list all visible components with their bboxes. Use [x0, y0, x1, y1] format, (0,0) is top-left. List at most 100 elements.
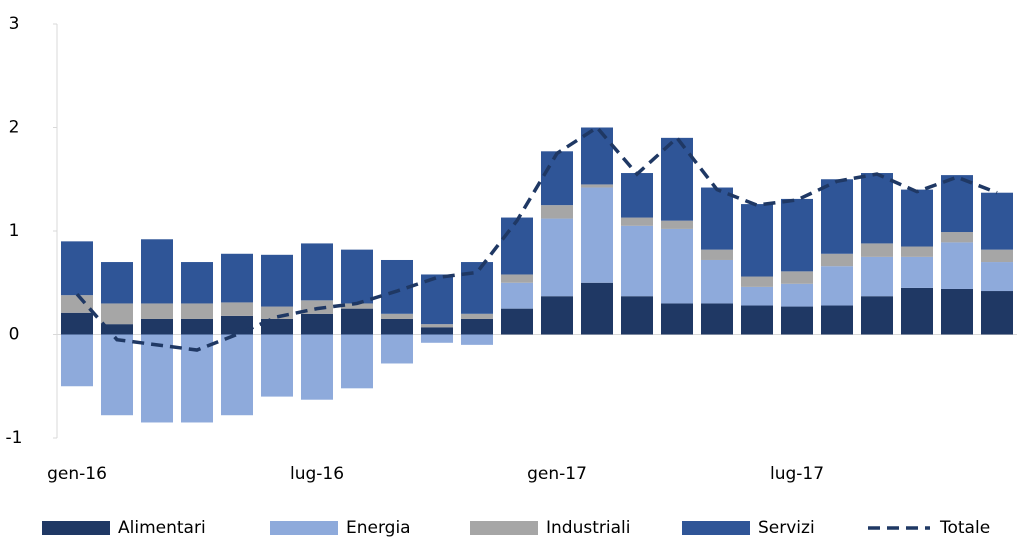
bar-segment [581, 184, 613, 188]
bar-segment [101, 324, 133, 335]
bar-segment [141, 303, 173, 319]
legend-swatch [682, 521, 750, 535]
x-tick-label: lug-17 [770, 464, 824, 484]
bar-segment [581, 127, 613, 185]
bar-segment [221, 334, 253, 416]
bar-segment [541, 205, 573, 219]
x-tick-label: gen-16 [47, 464, 107, 484]
legend-label: Totale [939, 518, 990, 538]
bar-segment [741, 204, 773, 277]
bar-segment [381, 318, 413, 335]
bar-segment [61, 334, 93, 387]
bar-segment [61, 295, 93, 313]
bar-segment [781, 198, 813, 272]
bar-segment [181, 318, 213, 335]
y-tick-label: 2 [9, 118, 20, 138]
bar-segment [501, 308, 533, 335]
bar-segment [741, 305, 773, 335]
legend-label: Industriali [546, 518, 630, 538]
bar-segment [541, 296, 573, 335]
bar-segment [461, 262, 493, 314]
bar-segment [501, 274, 533, 283]
bar-segment [821, 305, 853, 335]
bar-segment [621, 225, 653, 297]
bar-segment [861, 256, 893, 297]
bar-segment [341, 334, 373, 389]
bar-segment [581, 282, 613, 335]
bar-segment [701, 249, 733, 260]
bar-segment [941, 242, 973, 289]
line [75, 125, 998, 352]
bar-segment [741, 286, 773, 306]
legend-swatch [270, 521, 338, 535]
bar-segment [221, 302, 253, 316]
bar-segment [701, 259, 733, 304]
bar-segment [901, 246, 933, 257]
bar-segment [101, 334, 133, 416]
bar-segment [341, 308, 373, 335]
bar-segment [301, 313, 333, 335]
bar-segment [661, 220, 693, 229]
bar-segment [261, 318, 293, 335]
bar-segment [741, 276, 773, 287]
bar-segment [861, 296, 893, 335]
y-tick-label: 1 [9, 221, 20, 241]
bar-segment [781, 271, 813, 284]
bar-segment [941, 232, 973, 243]
bar-segment [621, 217, 653, 226]
bar-segment [941, 288, 973, 335]
bar-segment [661, 137, 693, 221]
bar-segment [821, 266, 853, 306]
bar-segment [221, 253, 253, 303]
bar-segment [421, 334, 453, 343]
bar-segment [541, 151, 573, 206]
bar-segment [421, 324, 453, 328]
legend-label: Servizi [758, 518, 815, 538]
bar-segment [461, 318, 493, 335]
bar-segment [101, 303, 133, 325]
y-tick-label: 0 [9, 325, 20, 345]
bar-segment [501, 217, 533, 275]
bar-segment [181, 262, 213, 304]
bar-segment [821, 253, 853, 267]
bar-segment [221, 315, 253, 335]
bar-segment [141, 334, 173, 423]
bar-segment [461, 334, 493, 345]
bar-segment [821, 179, 853, 254]
x-tick-label: gen-17 [527, 464, 587, 484]
bar-segment [501, 282, 533, 309]
bar-segment [701, 187, 733, 250]
legend-swatch [42, 521, 110, 535]
bar-segment [301, 334, 333, 400]
bar-segment [981, 262, 1013, 292]
bar-segment [301, 243, 333, 301]
bar-segment [861, 173, 893, 244]
bar-segment [781, 306, 813, 335]
bar-segment [621, 173, 653, 218]
y-tick-label: 3 [9, 14, 20, 34]
bar-segment [61, 312, 93, 335]
bar-segment [141, 239, 173, 304]
bar-segment [661, 303, 693, 335]
bar-segment [941, 175, 973, 233]
bar-segment [341, 303, 373, 309]
bar-segment [381, 334, 413, 364]
bar-segment [61, 241, 93, 296]
bar-segment [581, 187, 613, 283]
bar-segment [421, 327, 453, 335]
legend-label: Energia [346, 518, 411, 538]
bar-segment [861, 243, 893, 257]
bar-segment [341, 249, 373, 304]
bar-segment [461, 313, 493, 319]
bar-segment [261, 334, 293, 397]
bar-segment [261, 306, 293, 319]
bar-segment [901, 189, 933, 247]
x-tick-label: lug-16 [290, 464, 344, 484]
legend-swatch [470, 521, 538, 535]
bar-segment [381, 313, 413, 319]
bar-segment [781, 283, 813, 307]
bar-segment [141, 318, 173, 335]
bar-segment [901, 287, 933, 335]
bar-segment [981, 249, 1013, 263]
